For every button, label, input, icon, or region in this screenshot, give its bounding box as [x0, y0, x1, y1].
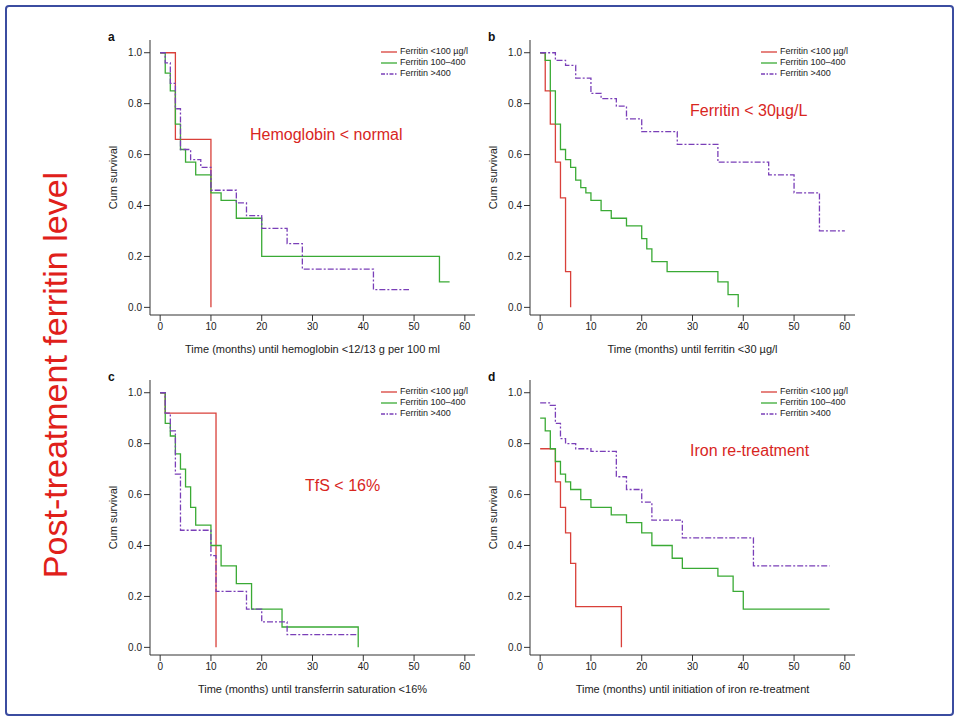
svg-text:1.0: 1.0	[508, 387, 522, 398]
html-text:Ferritin <100 µg/l: Ferritin <100 µg/l	[400, 386, 468, 396]
html-text:Ferritin 100–400: Ferritin 100–400	[400, 57, 466, 67]
svg-text:10: 10	[585, 321, 597, 332]
svg-text:1.0: 1.0	[508, 47, 522, 58]
svg-text:0.2: 0.2	[128, 591, 142, 602]
html-text:Ferritin >400: Ferritin >400	[780, 408, 831, 418]
html-text:Ferritin >400: Ferritin >400	[780, 68, 831, 78]
html-text:b: b	[488, 30, 496, 44]
svg-text:50: 50	[789, 661, 801, 672]
svg-text:0: 0	[537, 321, 543, 332]
html-text:Ferritin < 30µg/L: Ferritin < 30µg/L	[690, 102, 808, 119]
html-text:Ferritin <100 µg/l: Ferritin <100 µg/l	[780, 386, 848, 396]
html-text:Ferritin >400: Ferritin >400	[400, 68, 451, 78]
svg-text:10: 10	[205, 321, 217, 332]
html-text:c: c	[108, 370, 115, 384]
svg-text:20: 20	[636, 661, 648, 672]
svg-text:0.2: 0.2	[128, 251, 142, 262]
html-text:Ferritin 100–400: Ferritin 100–400	[400, 397, 466, 407]
html-text:Ferritin <100 µg/l: Ferritin <100 µg/l	[400, 46, 468, 56]
svg-text:50: 50	[789, 321, 801, 332]
svg-text:40: 40	[358, 321, 370, 332]
svg-text:0.6: 0.6	[508, 149, 522, 160]
svg-text:Time (months) until hemoglobin: Time (months) until hemoglobin <12/13 g …	[185, 343, 440, 355]
svg-text:20: 20	[636, 321, 648, 332]
svg-text:Time (months) until initiation: Time (months) until initiation of iron r…	[576, 683, 810, 695]
svg-text:0: 0	[537, 661, 543, 672]
svg-text:Cum survival: Cum survival	[487, 486, 499, 550]
svg-text:10: 10	[585, 661, 597, 672]
svg-text:60: 60	[459, 321, 471, 332]
svg-text:30: 30	[307, 661, 319, 672]
svg-text:1.0: 1.0	[128, 387, 142, 398]
html-text:Iron re-treatment: Iron re-treatment	[690, 442, 810, 459]
svg-text:0.8: 0.8	[128, 438, 142, 449]
svg-text:0.4: 0.4	[508, 200, 522, 211]
svg-text:0: 0	[157, 321, 163, 332]
svg-text:0: 0	[157, 661, 163, 672]
svg-text:0.8: 0.8	[508, 438, 522, 449]
svg-text:50: 50	[409, 321, 421, 332]
svg-text:Cum survival: Cum survival	[107, 146, 119, 210]
svg-text:0.8: 0.8	[128, 98, 142, 109]
svg-text:60: 60	[839, 661, 851, 672]
svg-text:0.4: 0.4	[128, 200, 142, 211]
html-text:Post-treatment ferritin level: Post-treatment ferritin level	[35, 171, 74, 579]
svg-text:Cum survival: Cum survival	[487, 146, 499, 210]
svg-text:Time (months) until ferritin <: Time (months) until ferritin <30 µg/l	[607, 343, 777, 355]
html-text:Ferritin 100–400: Ferritin 100–400	[780, 397, 846, 407]
svg-text:0.8: 0.8	[508, 98, 522, 109]
html-text:TfS < 16%: TfS < 16%	[305, 477, 381, 494]
svg-text:0.2: 0.2	[508, 591, 522, 602]
svg-text:0.4: 0.4	[508, 540, 522, 551]
svg-text:0.0: 0.0	[128, 302, 142, 313]
html-text:Hemoglobin < normal: Hemoglobin < normal	[250, 126, 403, 143]
svg-text:0.6: 0.6	[128, 489, 142, 500]
svg-text:60: 60	[839, 321, 851, 332]
html-text:a: a	[108, 30, 115, 44]
svg-text:40: 40	[738, 661, 750, 672]
svg-text:60: 60	[459, 661, 471, 672]
svg-text:40: 40	[738, 321, 750, 332]
html-text:Ferritin 100–400: Ferritin 100–400	[780, 57, 846, 67]
svg-text:50: 50	[409, 661, 421, 672]
svg-text:40: 40	[358, 661, 370, 672]
svg-text:Time (months) until transferri: Time (months) until transferrin saturati…	[198, 683, 427, 695]
svg-text:0.2: 0.2	[508, 251, 522, 262]
svg-text:0.6: 0.6	[508, 489, 522, 500]
svg-text:0.0: 0.0	[508, 302, 522, 313]
svg-text:0.0: 0.0	[508, 642, 522, 653]
svg-text:30: 30	[687, 321, 699, 332]
svg-text:Cum survival: Cum survival	[107, 486, 119, 550]
svg-text:10: 10	[205, 661, 217, 672]
html-text:Ferritin >400: Ferritin >400	[400, 408, 451, 418]
svg-text:20: 20	[256, 321, 268, 332]
svg-text:1.0: 1.0	[128, 47, 142, 58]
svg-text:0.0: 0.0	[128, 642, 142, 653]
svg-text:30: 30	[687, 661, 699, 672]
svg-text:20: 20	[256, 661, 268, 672]
svg-text:30: 30	[307, 321, 319, 332]
html-text:Ferritin <100 µg/l: Ferritin <100 µg/l	[780, 46, 848, 56]
html-text:d: d	[488, 370, 496, 384]
svg-text:0.4: 0.4	[128, 540, 142, 551]
svg-text:0.6: 0.6	[128, 149, 142, 160]
